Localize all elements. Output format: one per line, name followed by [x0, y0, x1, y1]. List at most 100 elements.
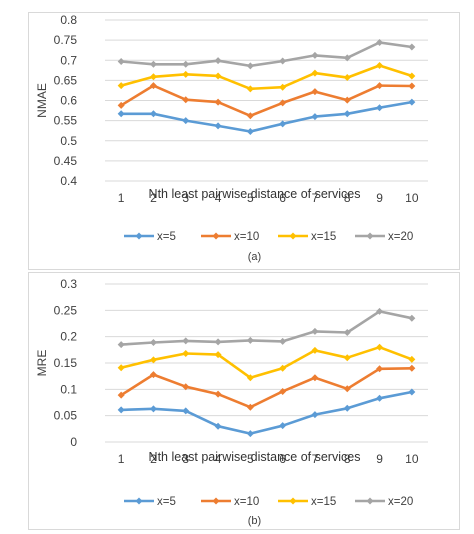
panel-a-x-tick-label: 1 — [118, 191, 125, 205]
panel-b-data-point — [182, 350, 190, 358]
panel-a-data-point — [214, 122, 222, 130]
panel-a-legend-label: x=15 — [311, 231, 336, 243]
panel-a-y-tick-label: 0.5 — [60, 134, 77, 148]
panel-a-y-tick-label: 0.45 — [54, 154, 78, 168]
panel-a-data-point — [182, 60, 190, 68]
panel-b-data-point — [117, 341, 125, 349]
panel-b-series-line — [120, 367, 412, 409]
cropped-caption-strip — [0, 0, 474, 12]
panel-b-data-point — [376, 365, 384, 373]
panel-a-x-tick-label: 7 — [312, 191, 319, 205]
panel-a-y-tick-label: 0.7 — [60, 53, 77, 67]
panel-a-legend-marker — [212, 232, 220, 240]
panel-b-x-tick-label: 4 — [215, 452, 222, 466]
panel-a-legend-label: x=20 — [388, 231, 413, 243]
panel-a-data-point — [117, 101, 125, 109]
panel-a-x-tick-label: 5 — [247, 191, 254, 205]
panel-a-data-point — [246, 127, 254, 135]
panel-b-legend-marker — [366, 497, 374, 505]
panel-a-x-tick-label: 3 — [182, 191, 189, 205]
panel-a-data-point — [311, 88, 319, 96]
panel-a-data-point — [376, 104, 384, 112]
panel-a-data-point — [343, 74, 351, 82]
panel-b-data-point — [311, 346, 319, 354]
panel-b-legend-label: x=5 — [157, 496, 176, 508]
panel-b-data-point — [182, 407, 190, 415]
panel-a-series-line — [120, 64, 413, 91]
panel-b-y-tick-label: 0.25 — [54, 303, 78, 317]
panel-b-x-tick-label: 6 — [279, 452, 286, 466]
panel-b-y-tick-label: 0.05 — [54, 409, 78, 423]
panel-b-series-line — [121, 390, 413, 435]
chart-frame-b — [28, 272, 460, 530]
panel-a-y-tick-label: 0.65 — [54, 73, 78, 87]
panel-b-data-point — [408, 355, 416, 363]
panel-b-data-point — [117, 364, 125, 372]
panel-b-data-point — [149, 405, 157, 413]
panel-a-series-line — [121, 100, 413, 133]
panel-b-data-point — [149, 338, 157, 346]
panel-b-legend-marker — [212, 497, 220, 505]
panel-b-legend-marker — [135, 497, 143, 505]
panel-b-data-point — [376, 307, 384, 315]
panel-b-x-tick-label: 9 — [376, 452, 383, 466]
panel-a-x-tick-label: 2 — [150, 191, 157, 205]
panel-a-panel-label: (a) — [248, 251, 261, 263]
panel-b-y-tick-label: 0.3 — [60, 277, 77, 291]
panel-b-data-point — [149, 356, 157, 364]
panel-a-x-axis-label: Nth least pairwise distance of services — [149, 187, 361, 201]
panel-b-x-tick-label: 3 — [182, 452, 189, 466]
panel-a-data-point — [182, 96, 190, 104]
panel-b-data-point — [376, 394, 384, 402]
panel-b-data-point — [214, 338, 222, 346]
panel-a-data-point — [408, 43, 416, 51]
panel-a-y-axis-label: NMAE — [35, 83, 49, 118]
panel-a-x-tick-label: 4 — [215, 191, 222, 205]
panel-b-data-point — [343, 385, 351, 393]
panel-a-data-point — [149, 110, 157, 118]
panel-a-data-point — [214, 57, 222, 65]
panel-b-data-point — [408, 364, 416, 372]
panel-b-series-line — [121, 310, 413, 346]
panel-b-data-point — [279, 387, 287, 395]
panel-b-y-tick-label: 0.1 — [60, 382, 77, 396]
panel-a-data-point — [343, 110, 351, 118]
panel-b-data-point — [311, 411, 319, 419]
panel-a-y-tick-label: 0.75 — [54, 33, 78, 47]
panel-a-data-point — [182, 117, 190, 125]
panel-a-y-tick-label: 0.6 — [60, 94, 77, 108]
panel-a-x-tick-label: 8 — [344, 191, 351, 205]
panel-b-x-axis-label: Nth least pairwise distance of services — [149, 450, 361, 464]
panel-a-data-point — [182, 70, 190, 78]
panel-a-data-point — [408, 98, 416, 106]
panel-a-data-point — [246, 112, 254, 120]
panel-b-data-point — [214, 390, 222, 398]
panel-b-x-tick-label: 8 — [344, 452, 351, 466]
panel-b-data-point — [246, 336, 254, 344]
panel-a-y-tick-label: 0.8 — [60, 13, 77, 27]
panel-b-x-tick-label: 10 — [405, 452, 419, 466]
panel-b-data-point — [343, 328, 351, 336]
panel-a-data-point — [311, 69, 319, 77]
panel-a-series-line — [120, 84, 412, 118]
panel-a-data-point — [311, 113, 319, 121]
panel-a-data-point — [279, 99, 287, 107]
panel-a-data-point — [246, 85, 254, 93]
panel-b-x-tick-label: 2 — [150, 452, 157, 466]
panel-b-data-point — [246, 374, 254, 382]
panel-b-data-point — [343, 354, 351, 362]
panel-b-data-point — [279, 364, 287, 372]
panel-b-data-point — [214, 351, 222, 359]
panel-b-data-point — [376, 343, 384, 351]
panel-b-x-tick-label: 5 — [247, 452, 254, 466]
panel-a-data-point — [279, 120, 287, 128]
panel-a-data-point — [376, 39, 384, 47]
panel-b-series-line — [120, 345, 413, 380]
panel-b-legend-label: x=20 — [388, 496, 413, 508]
panel-a-data-point — [343, 54, 351, 62]
panel-b-data-point — [343, 404, 351, 412]
panel-b-data-point — [149, 371, 157, 379]
panel-a-data-point — [214, 72, 222, 80]
panel-b-y-tick-label: 0.15 — [54, 356, 78, 370]
